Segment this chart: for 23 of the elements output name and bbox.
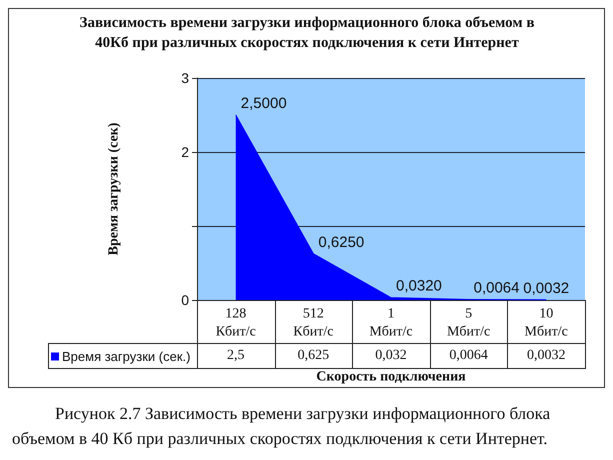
data-label: 0,0064	[448, 347, 489, 365]
y-axis-title: Время загрузки (сек)	[106, 122, 122, 256]
annotation: 2,5000	[240, 95, 287, 112]
annotation: 0,6250	[318, 234, 364, 251]
data-label: 0,625	[296, 347, 330, 365]
annotation: 0,0032	[523, 280, 570, 297]
y-tick-label: 3	[181, 70, 190, 86]
x-tick-label: 5 Мбит/с	[446, 306, 490, 340]
x-tick-label: 10 Мбит/с	[524, 306, 568, 340]
text: Рисунок 2.7 Зависимость времени загрузки информационного блока объемом в 40 Кб при различных скоростях подключения к сети Интернет.	[12, 403, 552, 450]
annotation: 0,0320	[396, 278, 442, 295]
annotation: 0,0064	[474, 280, 520, 297]
legend-label: Время загрузки (сек.)	[62, 349, 190, 364]
y-tick-label: 2	[181, 144, 190, 160]
y-tick-label: 0	[181, 292, 190, 308]
chart-title: Зависимость времени загрузки информационного блока объемом в 40Кб при различных скоростях подключения к сети Интернет	[78, 14, 536, 53]
data-label: 2,5	[226, 347, 246, 365]
data-label: 0,032	[374, 347, 408, 365]
data-label: 0,0032	[526, 347, 566, 365]
x-tick-label: 512 Кбит/с	[293, 306, 334, 340]
x-tick-label: 1 Мбит/с	[369, 306, 413, 340]
x-axis-title: Скорость подключения	[316, 370, 466, 384]
x-tick-label: 128 Кбит/с	[216, 306, 256, 340]
